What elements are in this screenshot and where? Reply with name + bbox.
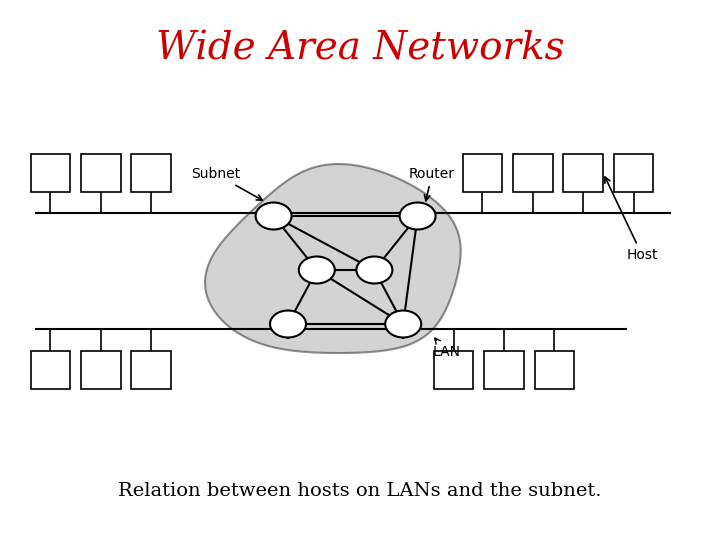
FancyBboxPatch shape	[132, 351, 171, 389]
Circle shape	[400, 202, 436, 230]
Text: Router: Router	[409, 167, 455, 201]
FancyBboxPatch shape	[614, 154, 654, 192]
FancyBboxPatch shape	[31, 351, 71, 389]
Circle shape	[385, 310, 421, 338]
PathPatch shape	[205, 164, 461, 353]
FancyBboxPatch shape	[81, 351, 121, 389]
FancyBboxPatch shape	[81, 154, 121, 192]
FancyBboxPatch shape	[132, 154, 171, 192]
FancyBboxPatch shape	[513, 154, 553, 192]
Text: LAN: LAN	[433, 338, 460, 360]
FancyBboxPatch shape	[433, 351, 474, 389]
FancyBboxPatch shape	[534, 351, 575, 389]
Circle shape	[256, 202, 292, 230]
Text: Relation between hosts on LANs and the subnet.: Relation between hosts on LANs and the s…	[118, 482, 602, 501]
FancyBboxPatch shape	[484, 351, 524, 389]
Text: Host: Host	[605, 177, 658, 262]
Circle shape	[356, 256, 392, 284]
Circle shape	[299, 256, 335, 284]
FancyBboxPatch shape	[463, 154, 503, 192]
Circle shape	[270, 310, 306, 338]
FancyBboxPatch shape	[31, 154, 71, 192]
Text: Wide Area Networks: Wide Area Networks	[156, 30, 564, 67]
Text: Subnet: Subnet	[192, 167, 262, 200]
FancyBboxPatch shape	[564, 154, 603, 192]
